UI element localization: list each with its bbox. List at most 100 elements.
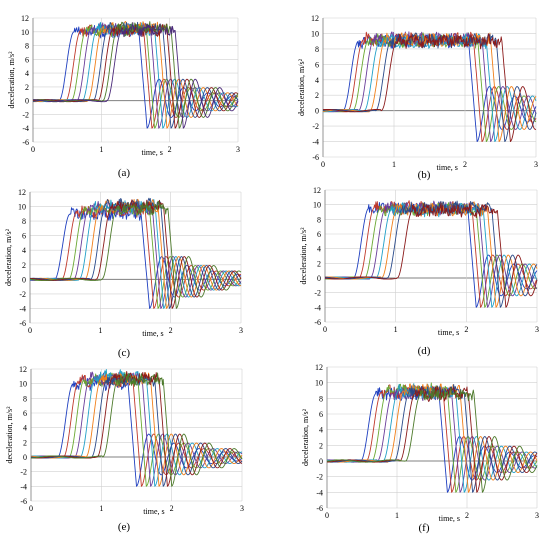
- x-tick-label: 2: [464, 325, 468, 334]
- y-tick-label: -6: [22, 138, 29, 147]
- series-line: [31, 372, 243, 487]
- y-tick-label: -2: [312, 122, 319, 131]
- y-tick-label: -4: [19, 304, 26, 313]
- y-tick-label: 4: [315, 76, 319, 85]
- series-line: [323, 33, 537, 143]
- y-tick-label: 6: [319, 410, 323, 419]
- y-tick-label: 12: [21, 14, 29, 23]
- y-axis-label: deceleration, m/s²: [7, 51, 16, 109]
- x-axis-label: time, s: [439, 514, 460, 523]
- series-line: [324, 201, 538, 308]
- y-tick-label: -6: [19, 319, 26, 328]
- y-tick-label: 8: [22, 217, 26, 226]
- y-tick-label: 10: [313, 201, 321, 210]
- panel-caption: (d): [418, 345, 431, 357]
- y-tick-label: -4: [316, 488, 323, 497]
- y-tick-label: 6: [22, 232, 26, 241]
- x-tick-label: 0: [28, 326, 32, 335]
- y-tick-label: 0: [317, 274, 321, 283]
- x-axis-label: time, s: [142, 329, 163, 338]
- series-line: [32, 22, 239, 129]
- series-line: [324, 201, 538, 308]
- y-tick-label: 8: [23, 394, 27, 403]
- series-line: [323, 31, 537, 143]
- x-tick-label: 1: [98, 326, 102, 335]
- y-tick-label: 10: [19, 380, 27, 389]
- y-tick-label: 6: [315, 60, 319, 69]
- y-tick-label: 4: [23, 424, 27, 433]
- series-line: [32, 24, 239, 129]
- x-tick-label: 1: [394, 325, 398, 334]
- y-axis-label: deceleration, m/s²: [4, 228, 13, 286]
- series-line: [326, 387, 538, 493]
- series-line: [33, 22, 239, 129]
- y-axis-label: deceleration, m/s²: [297, 58, 306, 116]
- series-line: [324, 200, 538, 308]
- x-tick-label: 0: [321, 160, 325, 169]
- panel-caption: (b): [418, 169, 431, 181]
- series-line: [325, 200, 538, 308]
- series-line: [32, 21, 239, 129]
- x-tick-label: 0: [325, 511, 329, 520]
- y-tick-label: 4: [317, 245, 321, 254]
- y-tick-label: 4: [25, 69, 29, 78]
- y-tick-label: 2: [23, 438, 27, 447]
- y-tick-label: -2: [314, 289, 321, 298]
- y-tick-label: 0: [23, 453, 27, 462]
- y-tick-label: 12: [315, 363, 323, 372]
- series-line: [33, 23, 239, 129]
- y-tick-label: 12: [311, 14, 319, 23]
- series-line: [326, 383, 538, 493]
- series-line: [326, 383, 538, 493]
- x-tick-label: 2: [465, 511, 469, 520]
- series-line: [325, 200, 538, 308]
- x-tick-label: 1: [395, 511, 399, 520]
- y-tick-label: 0: [25, 97, 29, 106]
- y-axis-label: deceleration, m/s²: [299, 227, 308, 285]
- series-line: [30, 371, 243, 487]
- series-line: [325, 202, 538, 308]
- y-tick-label: 8: [25, 42, 29, 51]
- x-tick-label: 3: [236, 145, 240, 154]
- y-tick-label: 10: [315, 379, 323, 388]
- series-line: [33, 23, 239, 129]
- series-line: [33, 21, 239, 129]
- y-tick-label: 12: [313, 186, 321, 195]
- x-tick-label: 3: [240, 504, 244, 513]
- y-tick-label: 8: [319, 394, 323, 403]
- panel-caption: (f): [419, 522, 430, 534]
- x-tick-label: 0: [29, 504, 33, 513]
- series-line: [32, 24, 239, 129]
- y-axis-label: deceleration, m/s²: [301, 408, 310, 466]
- series-line: [29, 200, 242, 309]
- y-tick-label: 12: [19, 365, 27, 374]
- x-tick-label: 3: [239, 326, 243, 335]
- y-tick-label: -6: [314, 318, 321, 327]
- series-line: [31, 373, 242, 487]
- y-tick-label: 8: [317, 215, 321, 224]
- y-tick-label: 2: [317, 259, 321, 268]
- y-tick-label: -2: [19, 290, 26, 299]
- y-tick-label: 2: [315, 91, 319, 100]
- x-tick-label: 0: [323, 325, 327, 334]
- y-tick-label: -2: [20, 468, 27, 477]
- x-tick-label: 2: [463, 160, 467, 169]
- series-line: [29, 206, 242, 309]
- x-axis-label: time, s: [438, 328, 459, 337]
- x-tick-label: 3: [535, 511, 539, 520]
- x-tick-label: 3: [534, 160, 538, 169]
- series-line: [29, 203, 242, 309]
- series-line: [33, 21, 239, 129]
- series-line: [324, 202, 538, 308]
- y-tick-label: 6: [25, 55, 29, 64]
- y-axis-label: deceleration, m/s²: [5, 406, 14, 464]
- y-tick-label: -4: [22, 124, 29, 133]
- y-tick-label: 0: [22, 275, 26, 284]
